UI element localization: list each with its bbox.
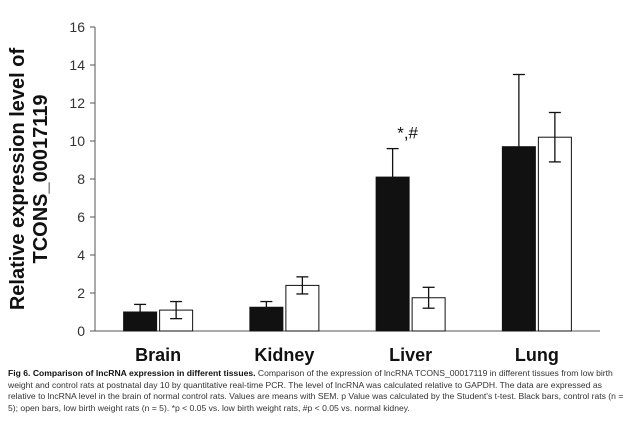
caption-body: Comparison of the expression of lncRNA T… — [8, 368, 624, 413]
y-tick-label: 0 — [77, 323, 85, 339]
y-tick-label: 10 — [69, 133, 85, 149]
y-tick-label: 14 — [69, 57, 85, 73]
figure-caption: Fig 6. Comparison of lncRNA expression i… — [8, 368, 630, 414]
bar-lbw — [537, 136, 572, 332]
category-label: Lung — [515, 345, 559, 365]
bar-control — [123, 311, 158, 332]
category-label: Kidney — [254, 345, 314, 365]
y-tick-label: 16 — [69, 19, 85, 35]
bar-control — [501, 146, 536, 332]
y-tick-label: 8 — [77, 171, 85, 187]
bar-control — [249, 306, 284, 332]
y-tick-label: 6 — [77, 209, 85, 225]
y-tick-label: 2 — [77, 285, 85, 301]
category-label: Brain — [135, 345, 181, 365]
y-tick-label: 12 — [69, 95, 85, 111]
chart: 0 2 4 6 8 10 12 14 16 Relative expression level o… — [7, 19, 600, 365]
y-axis-title: TCONS_00017119 — [30, 94, 52, 263]
bar-chart: 0 2 4 6 8 10 12 14 16 Relative expression level o… — [7, 19, 600, 365]
y-axis-title: Relative expression level of — [7, 47, 29, 310]
significance-annotation: *,# — [397, 124, 418, 143]
bar-control — [375, 176, 410, 332]
caption-title: Fig 6. Comparison of lncRNA expression i… — [8, 368, 256, 378]
y-tick-label: 4 — [77, 247, 85, 263]
category-label: Liver — [389, 345, 432, 365]
